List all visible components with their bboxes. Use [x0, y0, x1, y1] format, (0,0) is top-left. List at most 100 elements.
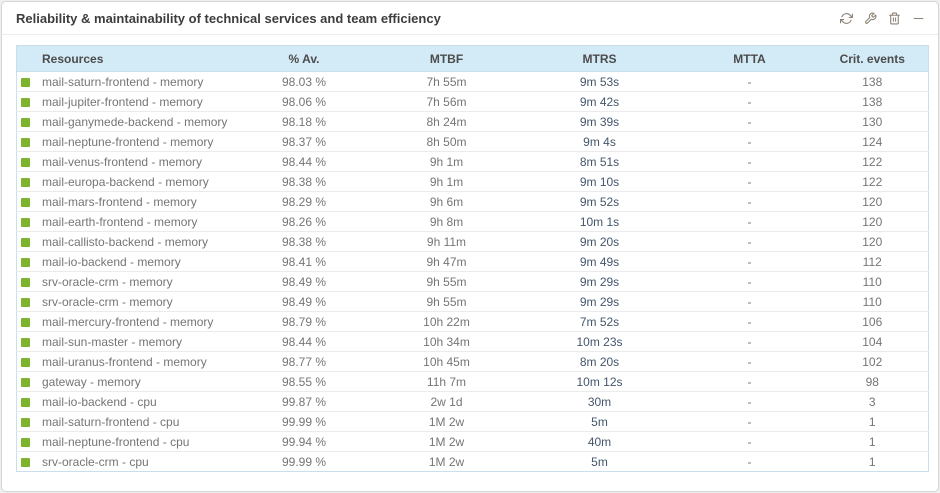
mtta-cell: - — [747, 454, 752, 469]
mtbf-cell: 9h 55m — [376, 291, 517, 312]
resource-name: mail-mars-frontend - memory — [42, 194, 197, 209]
crit-cell: 120 — [816, 231, 929, 252]
av-cell: 98.38 % — [231, 231, 377, 252]
mtta-cell: - — [682, 411, 817, 432]
mtbf-cell: 9h 11m — [376, 231, 517, 252]
table-row[interactable]: mail-mercury-frontend - memory 98.79 % 10h… — [16, 311, 929, 332]
status-ok-icon — [21, 177, 30, 187]
crit-cell: 120 — [816, 211, 929, 232]
resource-cell: mail-mercury-frontend - memory — [16, 311, 232, 332]
table-row[interactable]: srv-oracle-crm - cpu 99.99 % 1M 2w 5m - 1 — [17, 452, 929, 472]
resource-name: mail-saturn-frontend - cpu — [42, 414, 180, 429]
av-cell: 98.29 % — [231, 191, 377, 212]
crit-cell: 1 — [816, 411, 929, 432]
resource-name: mail-uranus-frontend - memory — [42, 354, 207, 369]
mtrs-cell: 40m — [516, 431, 683, 452]
crit-cell: 138 — [816, 71, 929, 92]
resource-name: gateway - memory — [42, 374, 141, 389]
table-row[interactable]: mail-jupiter-frontend - memory 98.06 % 7h … — [16, 91, 929, 112]
report-table-container: Resources % Av. MTBF MTRS MTTA Crit. eve… — [16, 45, 929, 472]
status-ok-icon — [21, 257, 30, 267]
table-row[interactable]: mail-mars-frontend - memory 98.29 % 9h 6m 9… — [16, 191, 929, 212]
table-row[interactable]: mail-venus-frontend - memory 98.44 % 9h 1m… — [16, 151, 929, 172]
mtbf-cell: 10h 22m — [376, 311, 517, 332]
table-row[interactable]: srv-oracle-crm - memory 98.49 % 9h 55m 9m 2… — [16, 271, 929, 292]
mtta-cell: - — [682, 211, 817, 232]
table-row[interactable]: mail-uranus-frontend - memory 98.77 % 10h … — [16, 351, 929, 372]
table-row[interactable]: mail-saturn-frontend - memory 98.03 % 7h 5… — [16, 71, 929, 92]
table-row[interactable]: mail-europa-backend - memory 98.38 % 9h 1m… — [16, 171, 929, 192]
av-cell: 98.77 % — [231, 351, 377, 372]
column-header-availability[interactable]: % Av. — [231, 45, 377, 72]
mtbf-cell: 2w 1d — [376, 391, 517, 412]
table-row[interactable]: mail-neptune-frontend - memory 98.37 % 8h … — [16, 131, 929, 152]
column-header-mtbf[interactable]: MTBF — [376, 45, 517, 72]
status-ok-icon — [21, 397, 30, 407]
mtrs-cell: 10m 1s — [516, 211, 683, 232]
resource-cell: mail-earth-frontend - memory — [16, 211, 232, 232]
mtbf-cell: 8h 24m — [376, 111, 517, 132]
resource-name: mail-io-backend - memory — [42, 254, 181, 269]
status-ok-icon — [21, 77, 30, 87]
resource-cell: mail-io-backend - cpu — [16, 391, 232, 412]
table-row[interactable]: mail-callisto-backend - memory 98.38 % 9h … — [16, 231, 929, 252]
crit-cell: 104 — [816, 331, 929, 352]
minimize-button[interactable] — [911, 11, 926, 26]
mtrs-cell: 5m — [591, 454, 608, 469]
av-cell: 99.99 % — [281, 454, 327, 469]
status-ok-icon — [21, 157, 30, 167]
refresh-button[interactable] — [839, 11, 854, 26]
widget-title: Reliability & maintainability of technic… — [16, 10, 441, 26]
mtta-cell: - — [682, 291, 817, 312]
delete-button[interactable] — [887, 11, 902, 26]
status-ok-icon — [21, 297, 30, 307]
mtta-cell: - — [682, 151, 817, 172]
status-ok-icon — [21, 357, 30, 367]
table-row[interactable]: mail-earth-frontend - memory 98.26 % 9h 8m… — [16, 211, 929, 232]
column-header-resources[interactable]: Resources — [16, 45, 232, 72]
mtrs-cell: 9m 39s — [516, 111, 683, 132]
column-header-mtta[interactable]: MTTA — [682, 45, 817, 72]
mtta-cell: - — [682, 171, 817, 192]
crit-cell: 130 — [816, 111, 929, 132]
status-ok-icon — [21, 217, 30, 227]
settings-button[interactable] — [863, 11, 878, 26]
status-ok-icon — [21, 197, 30, 207]
resource-cell: srv-oracle-crm - memory — [16, 271, 232, 292]
resource-cell: srv-oracle-crm - memory — [16, 291, 232, 312]
table-row[interactable]: mail-neptune-frontend - cpu 99.94 % 1M 2w 4… — [16, 431, 929, 452]
table-row[interactable]: srv-oracle-crm - memory 98.49 % 9h 55m 9m 2… — [16, 291, 929, 312]
column-header-mtrs[interactable]: MTRS — [516, 45, 683, 72]
table-row[interactable]: mail-io-backend - cpu 99.87 % 2w 1d 30m -3 — [16, 391, 929, 412]
status-ok-icon — [21, 457, 30, 467]
table-row[interactable]: mail-sun-master - memory 98.44 % 10h 34m 10… — [16, 331, 929, 352]
mtbf-cell: 9h 1m — [376, 151, 517, 172]
mtrs-cell: 9m 10s — [516, 171, 683, 192]
resource-name: mail-venus-frontend - memory — [42, 154, 203, 169]
av-cell: 98.49 % — [231, 291, 377, 312]
mtta-cell: - — [682, 271, 817, 292]
av-cell: 98.37 % — [231, 131, 377, 152]
crit-cell: 138 — [816, 91, 929, 112]
resource-cell: mail-venus-frontend - memory — [16, 151, 232, 172]
resource-cell: mail-europa-backend - memory — [16, 171, 232, 192]
resource-cell: mail-saturn-frontend - cpu — [16, 411, 232, 432]
resource-name: srv-oracle-crm - cpu — [42, 454, 149, 469]
column-header-crit-events[interactable]: Crit. events — [816, 45, 929, 72]
table-row[interactable]: gateway - memory 98.55 % 11h 7m 10m 12s -98 — [16, 371, 929, 392]
mtrs-cell: 10m 12s — [516, 371, 683, 392]
mtrs-cell: 9m 29s — [516, 291, 683, 312]
table-row[interactable]: mail-saturn-frontend - cpu 99.99 % 1M 2w 5m… — [16, 411, 929, 432]
mtbf-cell: 7h 55m — [376, 71, 517, 92]
mtbf-cell: 10h 45m — [376, 351, 517, 372]
table-row[interactable]: mail-io-backend - memory 98.41 % 9h 47m 9m … — [16, 251, 929, 272]
mtrs-cell: 9m 42s — [516, 91, 683, 112]
table-row[interactable]: mail-ganymede-backend - memory 98.18 % 8h … — [16, 111, 929, 132]
refresh-icon — [840, 12, 853, 24]
mtrs-cell: 9m 4s — [516, 131, 683, 152]
av-cell: 98.44 % — [231, 151, 377, 172]
av-cell: 98.79 % — [231, 311, 377, 332]
mtrs-cell: 9m 29s — [516, 271, 683, 292]
crit-cell: 122 — [816, 151, 929, 172]
trash-icon — [889, 12, 900, 24]
